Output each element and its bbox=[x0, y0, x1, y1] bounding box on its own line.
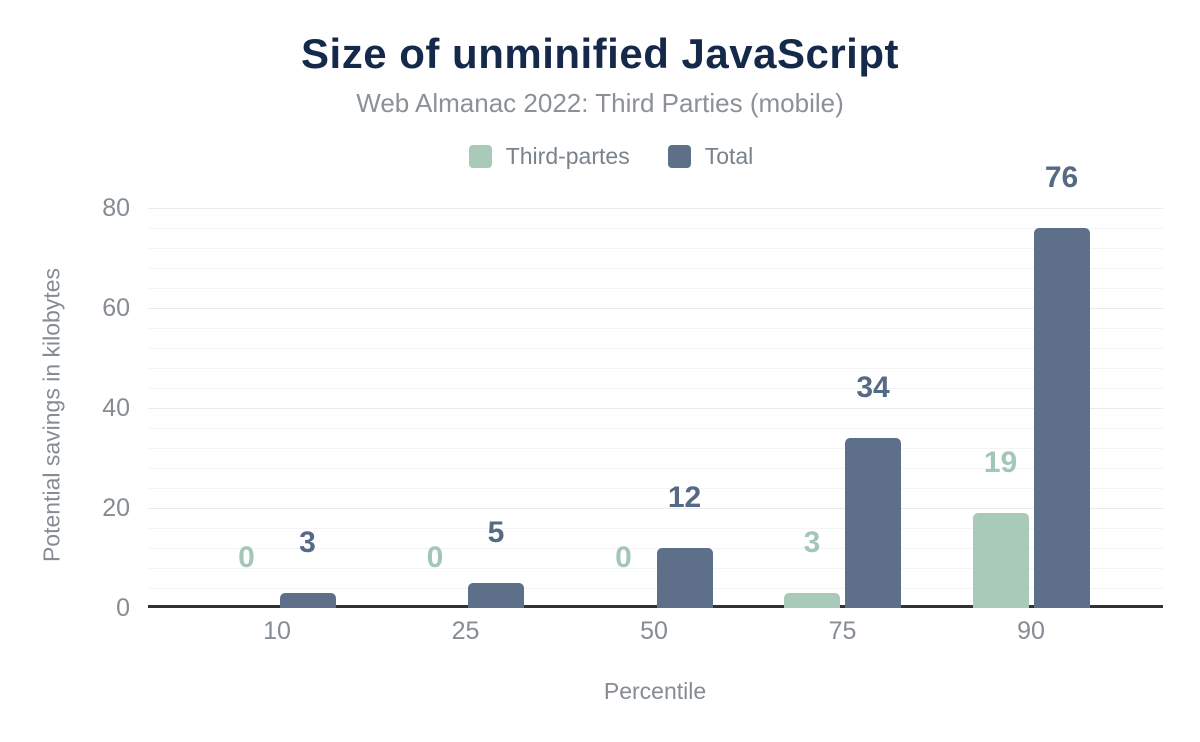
legend-item-third-partes[interactable]: Third-partes bbox=[468, 143, 630, 170]
minor-gridline-76 bbox=[148, 228, 1163, 229]
y-tick-40: 40 bbox=[102, 394, 130, 422]
legend-swatch-icon bbox=[667, 145, 691, 168]
minor-gridline-16 bbox=[148, 528, 1163, 529]
major-gridline-60 bbox=[148, 308, 1163, 309]
x-tick-50: 50 bbox=[640, 617, 668, 645]
legend-item-total[interactable]: Total bbox=[667, 143, 754, 170]
legend-label: Third-partes bbox=[505, 143, 630, 169]
legend: Third-partes Total bbox=[11, 143, 1200, 170]
minor-gridline-4 bbox=[148, 588, 1163, 589]
bar-label-total-p75: 34 bbox=[856, 371, 890, 404]
minor-gridline-12 bbox=[148, 548, 1163, 549]
bar-label-total-p10: 3 bbox=[299, 526, 316, 559]
minor-gridline-72 bbox=[148, 248, 1163, 249]
x-tick-90: 90 bbox=[1017, 617, 1045, 645]
minor-gridline-36 bbox=[148, 428, 1163, 429]
minor-gridline-44 bbox=[148, 388, 1163, 389]
minor-gridline-32 bbox=[148, 448, 1163, 449]
bar-total-p90[interactable] bbox=[1033, 228, 1090, 608]
legend-swatch-icon bbox=[468, 145, 492, 168]
minor-gridline-68 bbox=[148, 268, 1163, 269]
x-axis-title: Percentile bbox=[603, 678, 707, 704]
minor-gridline-52 bbox=[148, 348, 1163, 349]
bar-label-total-p90: 76 bbox=[1044, 161, 1079, 194]
bar-label-third-partes-p75: 3 bbox=[803, 526, 821, 559]
bar-total-p75[interactable] bbox=[845, 438, 901, 608]
bar-total-p50[interactable] bbox=[656, 548, 713, 608]
x-tick-10: 10 bbox=[263, 617, 291, 645]
x-axis-line bbox=[148, 605, 1163, 608]
legend-label: Total bbox=[704, 143, 754, 169]
major-gridline-40 bbox=[148, 408, 1163, 409]
minor-gridline-8 bbox=[148, 568, 1163, 569]
bar-total-p10[interactable] bbox=[279, 593, 336, 608]
y-tick-20: 20 bbox=[102, 494, 130, 522]
y-tick-0: 0 bbox=[116, 594, 130, 622]
x-tick-25: 25 bbox=[451, 617, 480, 645]
chart-title: Size of unminified JavaScript bbox=[301, 30, 899, 77]
bar-label-third-partes-p90: 19 bbox=[983, 446, 1018, 479]
bar-label-total-p50: 12 bbox=[667, 481, 702, 514]
minor-gridline-28 bbox=[148, 468, 1163, 469]
bar-total-p25[interactable] bbox=[468, 583, 524, 608]
y-tick-80: 80 bbox=[102, 194, 130, 222]
bar-label-third-partes-p25: 0 bbox=[426, 541, 444, 574]
bar-label-third-partes-p50: 0 bbox=[615, 541, 632, 574]
bar-label-total-p25: 5 bbox=[487, 516, 505, 549]
bar-third-partes-p90[interactable] bbox=[972, 513, 1029, 608]
bar-label-third-partes-p10: 0 bbox=[238, 541, 255, 574]
bar-third-partes-p75[interactable] bbox=[784, 593, 840, 608]
chart-subtitle: Web Almanac 2022: Third Parties (mobile) bbox=[356, 88, 844, 118]
minor-gridline-56 bbox=[148, 328, 1163, 329]
y-tick-60: 60 bbox=[102, 294, 130, 322]
minor-gridline-24 bbox=[148, 488, 1163, 489]
major-gridline-20 bbox=[148, 508, 1163, 509]
major-gridline-80 bbox=[148, 208, 1163, 209]
x-tick-75: 75 bbox=[828, 617, 857, 645]
minor-gridline-64 bbox=[148, 288, 1163, 289]
minor-gridline-48 bbox=[148, 368, 1163, 369]
